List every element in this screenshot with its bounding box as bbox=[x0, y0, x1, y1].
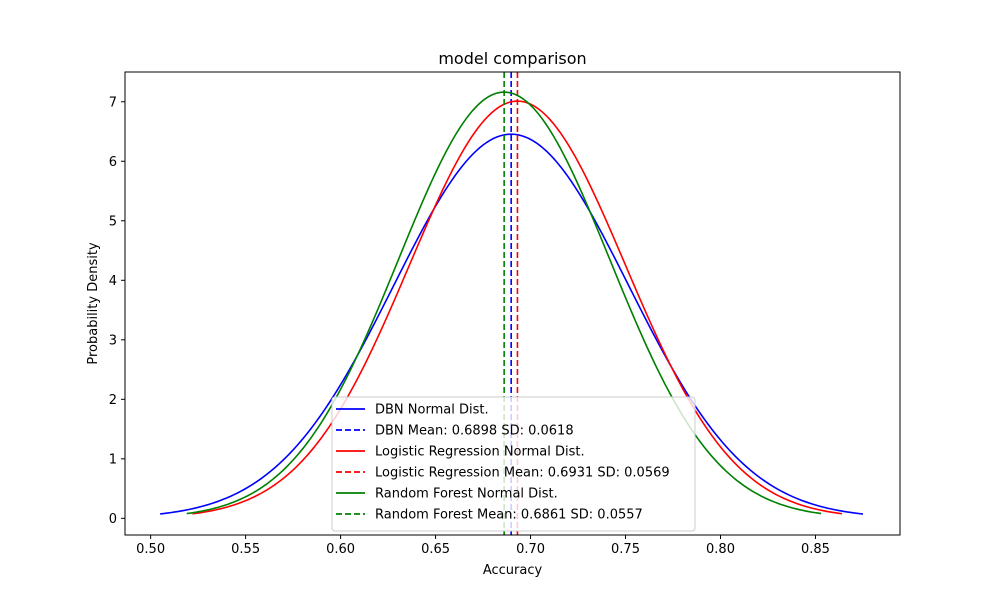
legend-label: Logistic Regression Normal Dist. bbox=[375, 445, 585, 460]
legend-label: Logistic Regression Mean: 0.6931 SD: 0.0… bbox=[375, 466, 670, 481]
series-curve-0 bbox=[160, 133, 864, 515]
legend-label: Random Forest Mean: 0.6861 SD: 0.0557 bbox=[375, 508, 643, 523]
y-tick-label: 4 bbox=[109, 274, 117, 289]
chart-title: model comparison bbox=[438, 49, 586, 68]
legend-box bbox=[331, 396, 696, 532]
x-axis-label: Accuracy bbox=[483, 563, 543, 578]
x-tick-label: 0.80 bbox=[706, 542, 735, 557]
y-tick-label: 1 bbox=[109, 452, 117, 467]
x-tick-label: 0.50 bbox=[136, 542, 165, 557]
legend: DBN Normal Dist. DBN Mean: 0.6898 SD: 0.0… bbox=[331, 396, 696, 532]
y-tick-label: 2 bbox=[109, 393, 117, 408]
y-tick-label: 7 bbox=[109, 95, 117, 110]
x-tick-label: 0.65 bbox=[421, 542, 450, 557]
y-tick-label: 0 bbox=[109, 512, 117, 527]
x-tick-label: 0.70 bbox=[516, 542, 545, 557]
plot-area bbox=[160, 72, 864, 535]
y-tick-label: 5 bbox=[109, 214, 117, 229]
legend-label: DBN Mean: 0.6898 SD: 0.0618 bbox=[375, 424, 574, 439]
x-tick-label: 0.60 bbox=[326, 542, 355, 557]
y-axis-label: Probability Density bbox=[86, 242, 101, 365]
x-tick-label: 0.75 bbox=[611, 542, 640, 557]
axes-frame bbox=[124, 71, 901, 536]
legend-label: DBN Normal Dist. bbox=[375, 403, 489, 418]
x-tick-label: 0.85 bbox=[801, 542, 830, 557]
x-tick-label: 0.55 bbox=[231, 542, 260, 557]
tick-group: 0.50 0.55 0.60 0.65 0.70 0.75 0.80 0.85 0 1 2 3 4 5 6 7 bbox=[109, 95, 830, 557]
y-tick-label: 3 bbox=[109, 333, 117, 348]
y-tick-label: 6 bbox=[109, 155, 117, 170]
legend-label: Random Forest Normal Dist. bbox=[375, 487, 558, 502]
